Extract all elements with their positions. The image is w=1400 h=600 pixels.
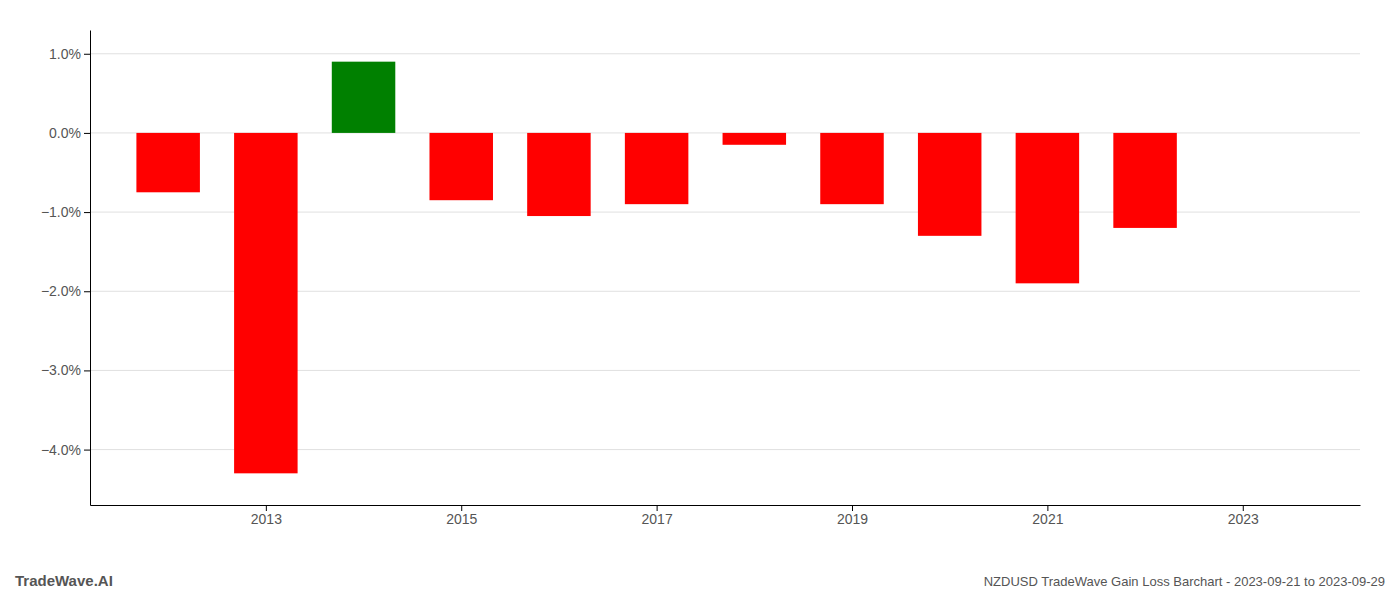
axis-line (90, 31, 91, 506)
tick-label: −1.0% (41, 204, 81, 220)
tick-mark (84, 133, 90, 134)
x-axis: 2013 2015 2017 2019 2021 2023 (91, 505, 1361, 527)
tick-label: 2021 (1032, 511, 1063, 527)
tick-label: 2019 (837, 511, 868, 527)
bar (1211, 132, 1275, 133)
tick-label: 0.0% (49, 125, 81, 141)
tick-label: −4.0% (41, 442, 81, 458)
tick: 2017 (642, 505, 673, 527)
tick: 2023 (1228, 505, 1259, 527)
tick: −1.0% (41, 204, 90, 220)
tick-label: 2013 (251, 511, 282, 527)
tick: −2.0% (41, 283, 90, 299)
watermark: TradeWave.AI (15, 572, 113, 589)
tick: 2021 (1032, 505, 1063, 527)
tick: 2019 (837, 505, 868, 527)
tick: 2015 (446, 505, 477, 527)
bars (136, 62, 1176, 474)
tick-label: 2023 (1228, 511, 1259, 527)
tick: −3.0% (41, 362, 90, 378)
tick-label: 2017 (642, 511, 673, 527)
tick-label: −2.0% (41, 283, 81, 299)
tick: 2013 (251, 505, 282, 527)
bar (332, 62, 396, 133)
bar (918, 133, 982, 236)
bar (136, 133, 200, 192)
tick-mark (84, 370, 90, 371)
tick: 0.0% (49, 125, 90, 141)
bar (820, 133, 884, 204)
tick-mark (84, 212, 90, 213)
tick-label: −3.0% (41, 362, 81, 378)
bar (527, 133, 591, 216)
bar (429, 133, 493, 200)
bar (625, 133, 689, 204)
tick-mark (84, 54, 90, 55)
bar (1016, 133, 1080, 283)
tick: −4.0% (41, 442, 90, 458)
tick-label: 2015 (446, 511, 477, 527)
tick-mark (84, 291, 90, 292)
grid-line (90, 53, 1360, 54)
bar (1113, 133, 1177, 228)
bar (234, 133, 298, 473)
chart: 2013 2015 2017 2019 2021 2023 1.0% 0.0% −1.0% −2.… (0, 0, 1400, 600)
axis-line (91, 505, 1361, 506)
tick: 1.0% (49, 46, 90, 62)
bar (723, 133, 787, 145)
tick-mark (84, 450, 90, 451)
tick-label: 1.0% (49, 46, 81, 62)
title: NZDUSD TradeWave Gain Loss Barchart - 20… (984, 574, 1385, 589)
y-axis: 1.0% 0.0% −1.0% −2.0% −3.0% −4.0% (41, 31, 91, 506)
